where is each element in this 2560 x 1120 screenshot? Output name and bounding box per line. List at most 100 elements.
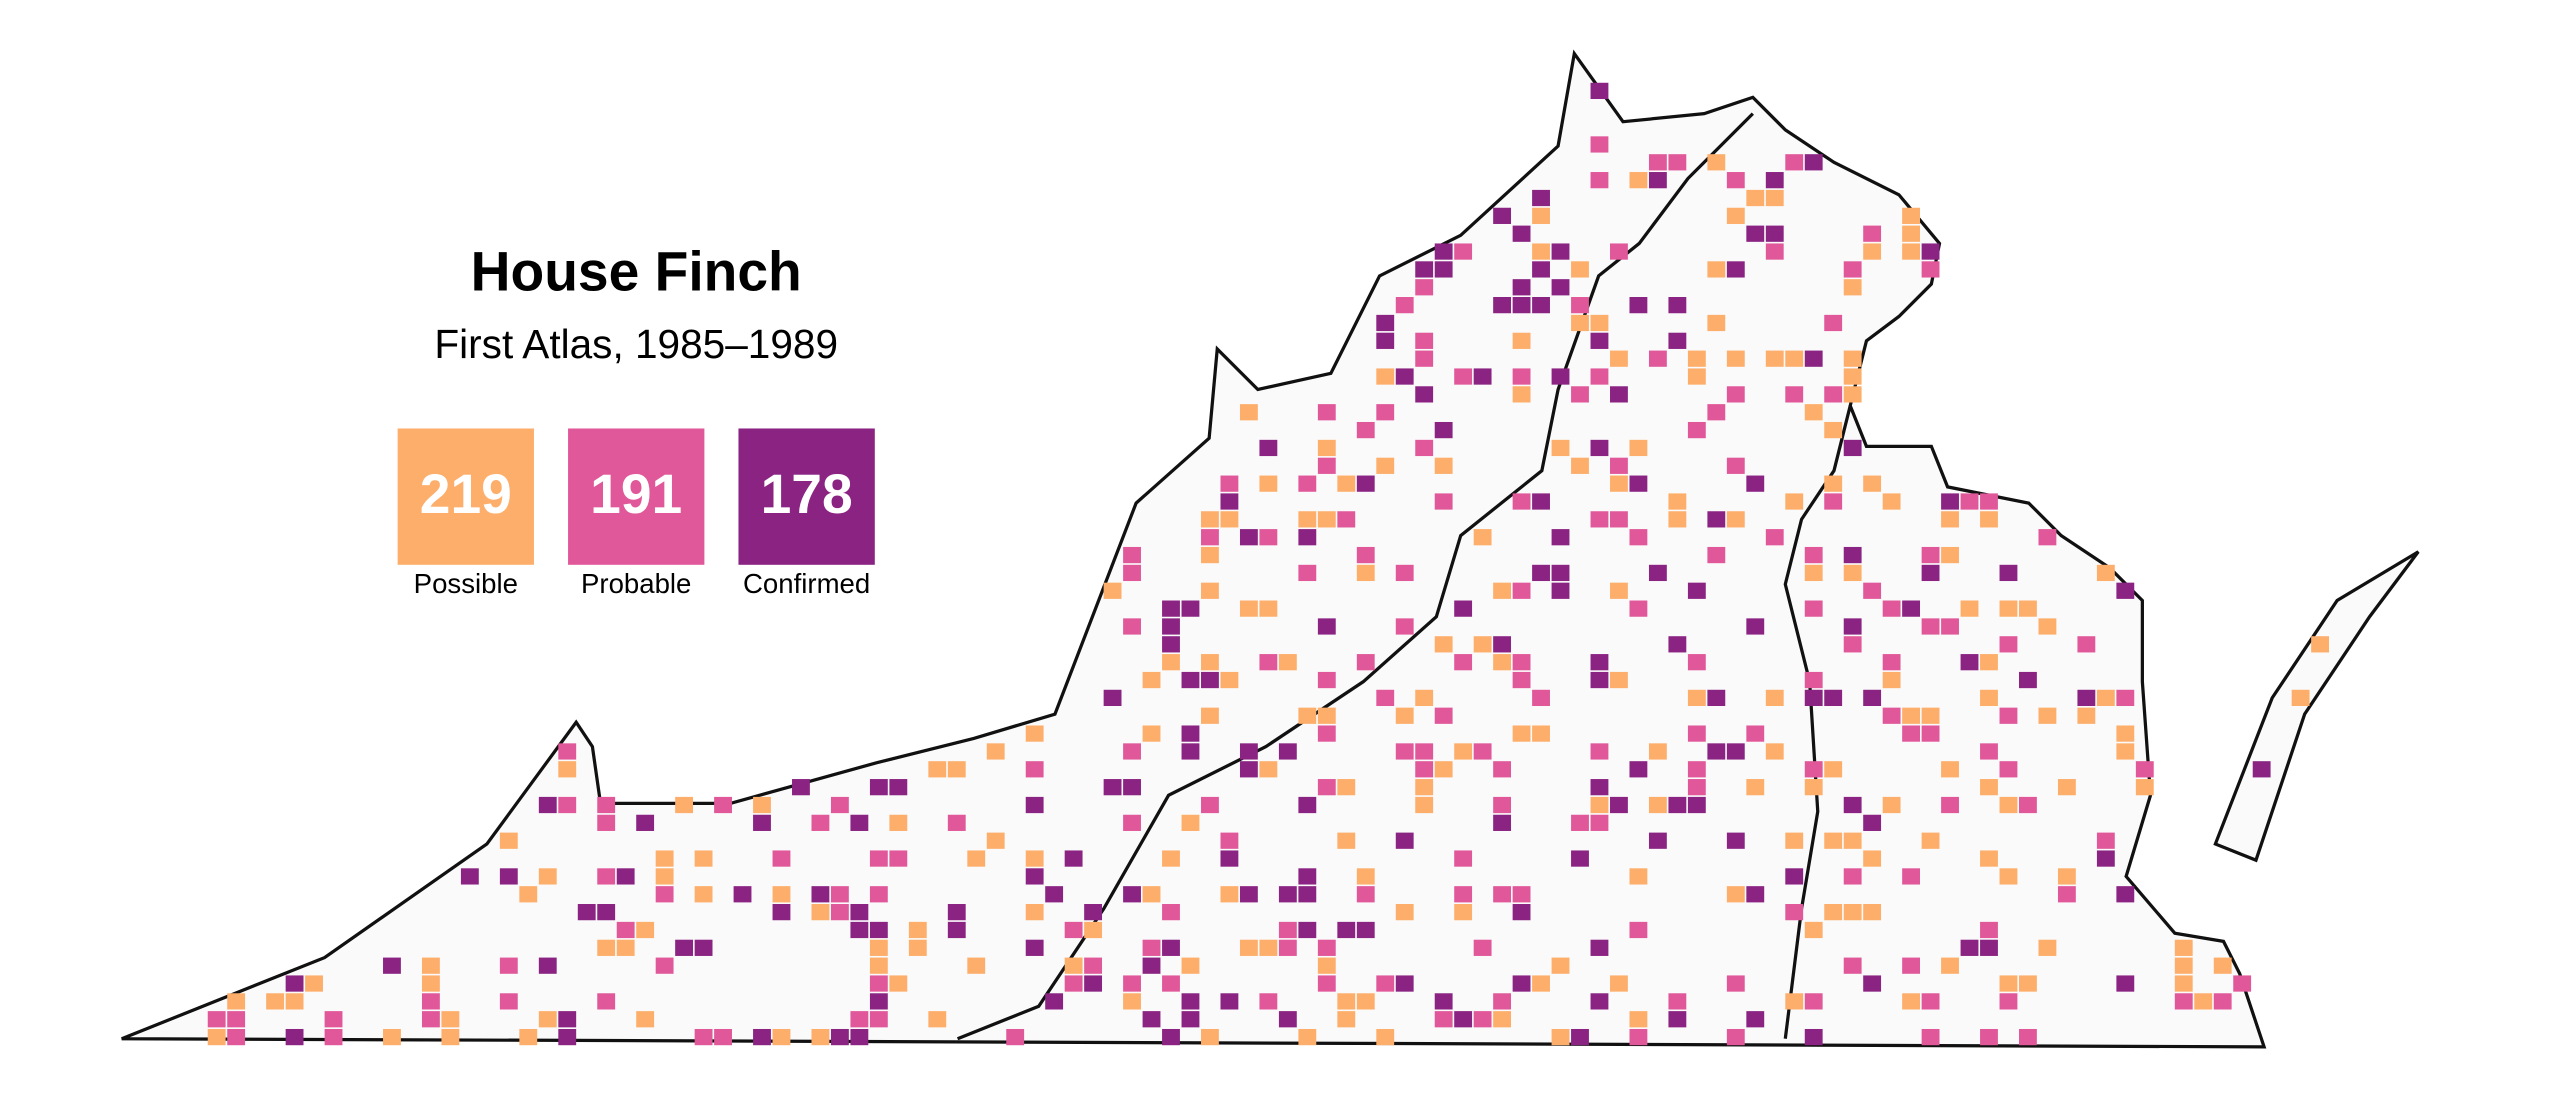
block-square	[928, 761, 947, 778]
block-square	[1824, 421, 1843, 439]
block-square	[1220, 475, 1239, 492]
block-square	[1785, 832, 1804, 849]
block-square	[1162, 654, 1180, 671]
block-square	[675, 796, 694, 814]
block-square	[1921, 993, 1940, 1010]
legend-box	[738, 428, 875, 565]
block-square	[869, 957, 888, 974]
block-square	[1785, 386, 1804, 403]
block-square	[421, 975, 440, 992]
block-square	[655, 886, 674, 903]
block-square	[1493, 297, 1512, 314]
block-square	[1220, 832, 1239, 849]
block-square	[1843, 261, 1862, 278]
block-square	[772, 886, 791, 903]
block-square	[1843, 796, 1862, 814]
block-square	[1726, 350, 1745, 367]
block-square	[830, 886, 849, 903]
block-square	[1201, 707, 1219, 724]
block-square	[889, 975, 908, 992]
block-square	[1590, 796, 1609, 814]
block-square	[519, 1028, 538, 1046]
block-square	[1629, 868, 1648, 885]
block-square	[1746, 1011, 1765, 1028]
block-square	[1239, 529, 1258, 546]
block-square	[1395, 832, 1414, 849]
block-square	[2135, 761, 2154, 778]
block-square	[850, 814, 869, 831]
block-square	[227, 993, 246, 1010]
block-square	[1181, 1011, 1200, 1028]
block-square	[1298, 868, 1317, 885]
block-square	[1473, 939, 1492, 956]
block-square	[1921, 707, 1940, 724]
block-square	[1142, 939, 1161, 956]
block-square	[1610, 511, 1628, 528]
block-square	[1668, 297, 1687, 314]
block-square	[1687, 421, 1706, 439]
block-square	[207, 1028, 226, 1046]
block-square	[2019, 975, 2037, 992]
block-square	[1454, 243, 1473, 260]
block-square	[558, 761, 577, 778]
block-square	[2057, 779, 2076, 796]
block-square	[1726, 1028, 1745, 1046]
block-square	[1084, 904, 1103, 921]
block-square	[1395, 368, 1414, 385]
block-square	[1629, 172, 1648, 189]
block-square	[1181, 993, 1200, 1010]
block-square	[1298, 886, 1317, 903]
block-square	[1415, 386, 1434, 403]
block-square	[1317, 618, 1336, 635]
block-square	[2038, 618, 2057, 635]
block-square	[1162, 618, 1180, 635]
block-square	[1571, 457, 1589, 474]
block-square	[1220, 671, 1239, 689]
block-square	[1493, 993, 1512, 1010]
block-square	[1064, 850, 1083, 867]
block-square	[830, 1028, 849, 1046]
block-square	[869, 1011, 888, 1028]
block-square	[655, 957, 674, 974]
block-square	[1434, 421, 1453, 439]
block-square	[499, 832, 518, 849]
block-square	[1648, 154, 1667, 171]
block-square	[1317, 404, 1336, 421]
block-square	[1629, 1011, 1648, 1028]
block-square	[1454, 904, 1473, 921]
block-square	[2096, 850, 2115, 867]
block-square	[1025, 761, 1044, 778]
block-square	[1473, 368, 1492, 385]
block-square	[1960, 654, 1979, 671]
block-square	[1259, 654, 1278, 671]
block-square	[1298, 529, 1317, 546]
block-square	[1123, 779, 1141, 796]
block-square	[1590, 743, 1609, 760]
block-square	[1999, 636, 2018, 653]
block-square	[1707, 511, 1726, 528]
block-square	[1863, 475, 1882, 492]
block-square	[830, 904, 849, 921]
legend: 219 Possible 191 Probable 178 Confirmed	[397, 428, 875, 599]
block-square	[1123, 814, 1141, 831]
block-square	[1999, 796, 2018, 814]
block-square	[538, 957, 557, 974]
block-square	[1376, 975, 1395, 992]
block-square	[1395, 297, 1414, 314]
block-square	[1687, 725, 1706, 742]
block-square	[1804, 1028, 1823, 1046]
block-square	[538, 1011, 557, 1028]
block-square	[1337, 921, 1356, 939]
block-square	[1785, 350, 1804, 367]
legend-count: 191	[590, 463, 682, 525]
legend-box	[568, 428, 705, 565]
block-square	[1317, 671, 1336, 689]
block-square	[1765, 689, 1784, 707]
block-square	[1610, 457, 1628, 474]
block-square	[1298, 564, 1317, 582]
block-square	[1726, 975, 1745, 992]
block-square	[1434, 993, 1453, 1010]
block-square	[1473, 1011, 1492, 1028]
block-square	[1434, 1011, 1453, 1028]
block-square	[1259, 600, 1278, 617]
